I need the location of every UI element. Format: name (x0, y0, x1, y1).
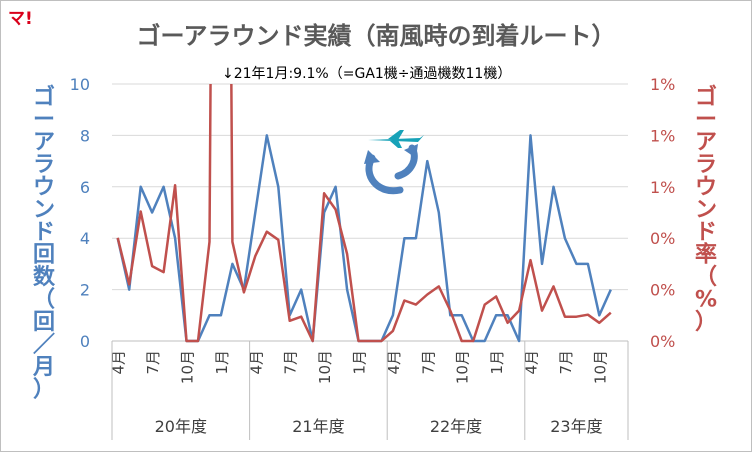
x-tick-label: 7月 (144, 350, 162, 375)
x-tick-label: 4月 (110, 350, 128, 375)
y-left-tick-label: 0 (80, 332, 90, 351)
x-tick-label: 7月 (419, 350, 437, 375)
y-right-tick-label: 0% (650, 229, 675, 248)
x-tick-label: 7月 (282, 350, 300, 375)
x-tick-label: 10月 (179, 350, 197, 384)
y-left-tick-label: 6 (80, 178, 90, 197)
annotation-text: ↓21年1月:9.1%（=GA1機÷通過機数11機） (222, 66, 511, 82)
x-tick-label: 10月 (454, 350, 472, 384)
y-right-tick-label: 1% (650, 75, 675, 94)
x-tick-label: 4月 (523, 350, 541, 375)
group-label: 21年度 (292, 417, 344, 436)
go-around-icon (364, 130, 424, 195)
y-right-tick-label: 1% (650, 126, 675, 145)
logo-text: マ! (8, 9, 33, 29)
x-tick-label: 1月 (213, 350, 231, 375)
group-label: 22年度 (430, 417, 482, 436)
x-tick-label: 10月 (591, 350, 609, 384)
y-left-axis-title: ゴーアラウンド回数（回／月） (32, 84, 56, 403)
group-label: 23年度 (550, 417, 602, 436)
y-left-tick-label: 2 (80, 281, 90, 300)
x-tick-label: 10月 (316, 350, 334, 384)
y-right-tick-label: 0% (650, 332, 675, 351)
y-right-tick-label: 0% (650, 281, 675, 300)
x-tick-label: 7月 (557, 350, 575, 375)
y-right-tick-label: 1% (650, 178, 675, 197)
y-left-tick-label: 10 (70, 75, 90, 94)
y-left-tick-label: 4 (80, 229, 90, 248)
y-left-tick-label: 8 (80, 126, 90, 145)
y-right-axis-title: ゴーアラウンド率（%） (695, 84, 717, 335)
chart-title: ゴーアラウンド実績（南風時の到着ルート） (136, 22, 615, 50)
group-label: 20年度 (155, 417, 207, 436)
x-tick-label: 4月 (385, 350, 403, 375)
x-tick-label: 1月 (488, 350, 506, 375)
x-tick-label: 4月 (247, 350, 265, 375)
x-tick-label: 1月 (351, 350, 369, 375)
series-line-rate (116, 84, 612, 343)
